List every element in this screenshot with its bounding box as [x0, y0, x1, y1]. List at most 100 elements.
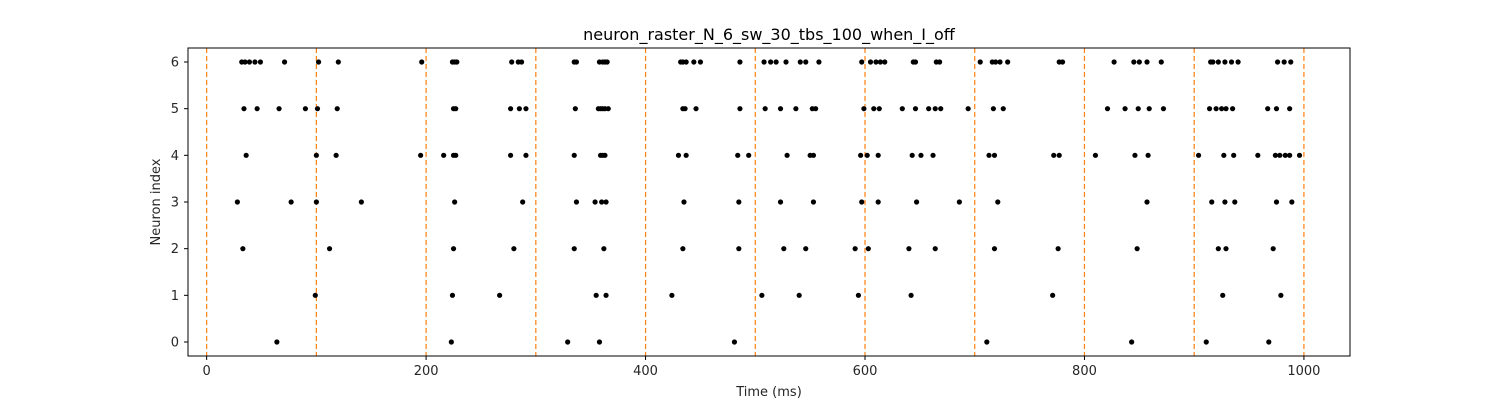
spike-point — [604, 59, 610, 65]
spike-point — [977, 59, 983, 65]
spike-point — [1223, 106, 1229, 112]
spike-point — [573, 199, 580, 205]
spike-point — [680, 246, 686, 252]
spike-point — [312, 292, 318, 298]
spike-point — [1287, 152, 1293, 158]
spike-point — [1215, 59, 1221, 65]
y-tick-label: 6 — [171, 56, 179, 71]
spike-point — [1129, 339, 1135, 345]
x-tick-label: 600 — [853, 364, 878, 379]
spike-point — [1289, 199, 1295, 205]
spike-point — [803, 246, 809, 252]
spike-point — [1144, 199, 1150, 205]
spike-point — [1160, 106, 1167, 112]
y-tick-label: 2 — [171, 242, 179, 257]
spike-point — [683, 59, 689, 65]
spike-point — [1051, 152, 1057, 158]
x-tick-label: 0 — [203, 364, 211, 379]
spike-point — [691, 59, 697, 65]
spike-point — [877, 59, 883, 65]
x-axis-ticks: 0 200 400 600 800 1000 — [203, 356, 1320, 379]
spike-point — [995, 199, 1001, 205]
spike-point — [746, 152, 752, 158]
spike-point — [605, 106, 611, 112]
spike-point — [453, 152, 459, 158]
spike-point — [697, 59, 704, 65]
spike-point — [873, 59, 879, 65]
spike-point — [1145, 152, 1151, 158]
spike-point — [986, 152, 992, 158]
spike-point — [276, 106, 282, 112]
spike-point — [452, 199, 458, 205]
spike-point — [681, 199, 687, 205]
chart-title: neuron_raster_N_6_sw_30_tbs_100_when_I_o… — [583, 25, 956, 45]
spike-point — [930, 152, 936, 158]
spike-point — [1223, 246, 1229, 252]
spike-point — [1235, 59, 1241, 65]
spike-point — [252, 59, 258, 65]
y-tick-label: 5 — [171, 102, 179, 117]
spike-point — [523, 152, 529, 158]
spike-point — [858, 152, 864, 158]
spike-point — [313, 152, 319, 158]
spike-point — [241, 106, 247, 112]
spike-point — [1134, 246, 1140, 252]
spike-point — [913, 199, 920, 205]
spike-point — [572, 106, 578, 112]
spike-point — [242, 59, 248, 65]
spike-point — [926, 106, 932, 112]
spike-point — [302, 106, 309, 112]
y-tick-label: 1 — [171, 289, 179, 304]
spike-point — [781, 246, 787, 252]
spike-point — [912, 59, 919, 65]
y-axis-label: Neuron index — [149, 158, 164, 245]
spike-point — [1136, 59, 1142, 65]
spike-point — [234, 199, 240, 205]
y-tick-label: 4 — [171, 149, 179, 164]
spike-point — [571, 152, 577, 158]
x-axis-label: Time (ms) — [735, 385, 802, 400]
spike-point — [507, 152, 514, 158]
spike-point — [449, 292, 456, 298]
spike-point — [735, 152, 741, 158]
spike-point — [1158, 59, 1164, 65]
spike-point — [784, 152, 790, 158]
spike-point — [864, 152, 870, 158]
spike-point — [861, 106, 867, 112]
spike-point — [1000, 106, 1006, 112]
spike-point — [1274, 59, 1281, 65]
spike-point — [737, 106, 743, 112]
spike-point — [314, 106, 321, 112]
spike-point — [859, 199, 865, 205]
x-tick-label: 800 — [1072, 364, 1097, 379]
spike-point — [932, 246, 938, 252]
spike-point — [865, 246, 871, 252]
spike-point — [1050, 292, 1056, 298]
spike-point — [1219, 106, 1225, 112]
spike-point — [599, 199, 605, 205]
spike-point — [240, 246, 246, 252]
spike-point — [571, 246, 577, 252]
spike-point — [997, 59, 1003, 65]
y-axis-ticks: 0 1 2 3 4 5 6 — [171, 56, 188, 351]
spike-point — [419, 59, 425, 65]
spike-point — [908, 292, 914, 298]
spike-point — [1222, 199, 1228, 205]
spike-point — [1055, 246, 1061, 252]
spike-point — [793, 106, 799, 112]
spike-point — [1213, 106, 1219, 112]
phase-lines — [206, 48, 1305, 356]
spike-point — [1209, 199, 1215, 205]
spike-point — [759, 292, 765, 298]
spike-point — [992, 59, 999, 65]
spike-point — [1266, 339, 1272, 345]
spike-point — [257, 59, 264, 65]
spike-point — [867, 59, 874, 65]
spike-point — [573, 59, 580, 65]
spike-point — [938, 106, 944, 112]
spike-point — [682, 106, 688, 112]
spike-point — [1265, 106, 1271, 112]
spike-point — [441, 152, 447, 158]
spike-point — [1273, 199, 1280, 205]
spike-point — [669, 292, 675, 298]
